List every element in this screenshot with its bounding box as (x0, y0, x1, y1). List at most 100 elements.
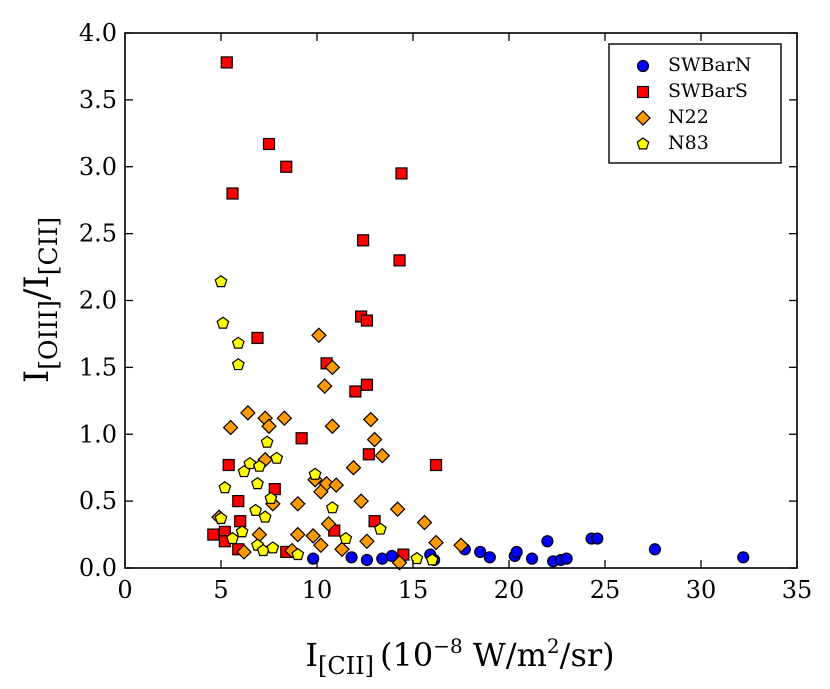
point-n83 (266, 541, 280, 554)
legend-pentagon-icon (636, 137, 650, 150)
plot-frame (124, 32, 798, 569)
point-n22 (374, 447, 391, 464)
point-n22 (311, 327, 327, 344)
legend-marker-swbars (636, 85, 650, 99)
point-n83 (249, 503, 262, 516)
x-tick-label: 35 (782, 576, 813, 604)
legend-item-n22: N22 (635, 106, 709, 128)
legend: SWBarN SWBarS N22 N83 (608, 43, 782, 164)
point-n83 (264, 491, 278, 504)
x-axis-title: I[CII] (10−8 W/m2/sr) (305, 634, 614, 680)
legend-item-swbarn: SWBarN (636, 54, 752, 76)
point-n22 (240, 405, 256, 421)
point-swbars (232, 495, 245, 508)
point-n83 (373, 522, 387, 535)
legend-label-swbarn: SWBarN (668, 54, 752, 76)
point-n22 (236, 544, 252, 560)
y-tick-label: 4.0 (79, 19, 117, 47)
point-n83 (214, 511, 228, 524)
point-n22 (312, 537, 329, 554)
point-n22 (276, 410, 293, 427)
point-n22 (366, 431, 383, 448)
y-tick-label: 0.0 (79, 554, 117, 582)
y-tick-label: 2.5 (79, 220, 117, 248)
point-n22 (316, 378, 333, 394)
point-n83 (243, 456, 257, 470)
point-swbarn (648, 543, 662, 556)
point-n22 (305, 528, 322, 544)
x-axis-title-units-mid: W/m (463, 636, 547, 674)
point-swbars (234, 515, 247, 528)
series-n22 (211, 327, 469, 571)
x-axis-title-units-suffix: /sr) (560, 636, 615, 674)
x-tick-label: 5 (213, 576, 228, 604)
point-n22 (359, 533, 375, 550)
point-swbars (429, 458, 443, 472)
data-points-layer (207, 56, 750, 571)
legend-marker-n83 (636, 137, 650, 150)
point-swbars (393, 254, 406, 267)
point-n83 (231, 357, 245, 371)
point-n83 (226, 531, 239, 545)
x-tick-labels: 0 5 10 15 20 25 30 35 (117, 576, 812, 604)
x-tick-label: 30 (686, 576, 717, 604)
point-swbars (360, 378, 374, 391)
x-tick-label: 0 (117, 576, 132, 604)
y-axis-title: I[OIII]/I[CII] (17, 217, 63, 383)
y-axis-title-sub2: [CII] (34, 217, 63, 275)
legend-diamond-icon (635, 110, 651, 126)
y-tick-label: 0.5 (79, 487, 117, 515)
point-swbars (356, 234, 370, 247)
legend-item-swbars: SWBarS (636, 80, 748, 102)
point-n83 (325, 501, 339, 514)
point-swbarn (360, 553, 374, 567)
point-n22 (345, 459, 362, 476)
x-tick-label: 20 (494, 576, 525, 604)
point-swbars (222, 458, 235, 472)
point-swbars (349, 385, 362, 398)
legend-label-n83: N83 (668, 132, 709, 154)
point-n83 (339, 531, 353, 545)
point-n83 (216, 316, 230, 329)
x-axis-title-main: I (305, 636, 318, 674)
x-tick-label: 15 (398, 576, 429, 604)
point-n83 (260, 435, 274, 448)
point-n22 (453, 537, 469, 554)
point-n83 (251, 476, 264, 490)
point-n22 (428, 534, 444, 551)
x-tick-label: 10 (302, 576, 333, 604)
point-swbars (395, 167, 408, 180)
point-swbarn (591, 532, 604, 545)
point-n22 (289, 526, 306, 543)
y-tick-labels: 0.0 0.5 1.0 1.5 2.0 2.5 3.0 3.5 4.0 (79, 19, 117, 582)
point-swbars (251, 331, 264, 345)
x-axis-title-sub: [CII] (318, 652, 374, 680)
point-swbarn (483, 551, 496, 564)
point-n83 (410, 551, 424, 565)
point-swbarn (510, 545, 523, 559)
point-n22 (289, 495, 306, 512)
point-n22 (312, 483, 329, 500)
x-axis-title-units-exp2: 2 (547, 634, 560, 658)
point-n83 (214, 275, 228, 288)
point-n22 (362, 411, 379, 428)
series-n83 (214, 275, 439, 566)
legend-square-icon (636, 85, 650, 99)
point-n22 (416, 514, 433, 531)
point-n83 (270, 451, 284, 464)
point-swbarn (474, 545, 487, 559)
y-tick-label: 3.0 (79, 153, 117, 181)
point-n22 (261, 418, 277, 435)
legend-label-n22: N22 (668, 106, 709, 128)
point-swbars (220, 56, 233, 69)
point-swbars (360, 314, 374, 327)
point-n83 (218, 481, 232, 494)
point-swbarn (541, 535, 554, 548)
point-swbars (207, 528, 220, 541)
point-n83 (237, 464, 251, 478)
point-n22 (222, 419, 239, 436)
x-axis-title-units-exp: −8 (433, 634, 462, 658)
point-n22 (334, 541, 350, 558)
y-tick-label: 1.5 (79, 353, 117, 381)
